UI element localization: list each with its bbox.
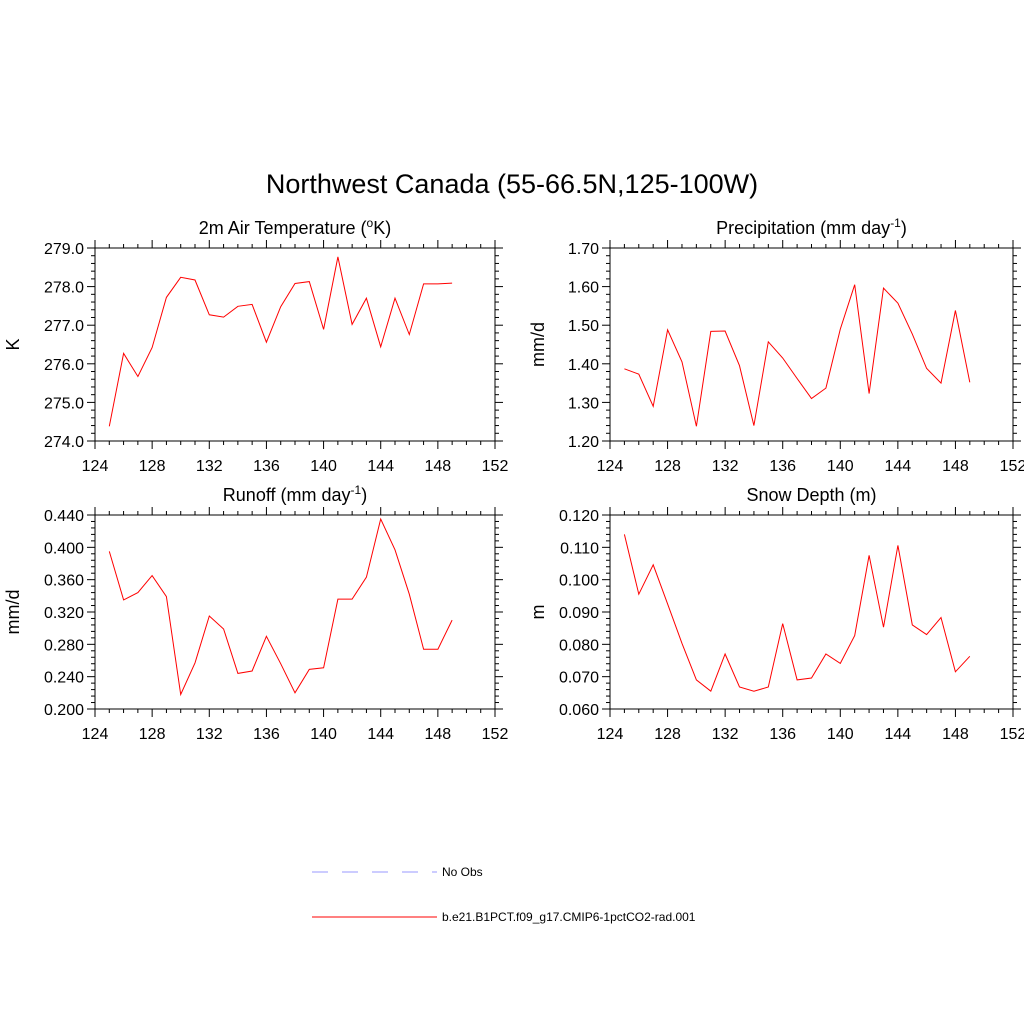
precipitation-x-tick-label: 144	[885, 458, 912, 475]
snow-depth-y-tick-label: 0.070	[559, 670, 599, 687]
precipitation-panel-title: Precipitation (mm day-1)	[716, 216, 907, 238]
legend-label-model: b.e21.B1PCT.f09_g17.CMIP6-1pctCO2-rad.00…	[442, 910, 696, 924]
snow-depth-x-tick-label: 128	[654, 726, 681, 743]
snow-depth-y-tick-label: 0.080	[559, 637, 599, 654]
precipitation-x-tick-label: 152	[1000, 458, 1024, 475]
temperature-x-tick-label: 140	[310, 458, 337, 475]
precipitation-y-tick-label: 1.30	[568, 395, 599, 412]
precipitation-y-tick-label: 1.70	[568, 241, 599, 258]
temperature-x-tick-label: 152	[482, 458, 509, 475]
temperature-y-tick-label: 278.0	[44, 280, 84, 297]
temperature-y-tick-label: 276.0	[44, 357, 84, 374]
snow-depth-y-tick-label: 0.110	[560, 540, 599, 557]
snow-depth-x-tick-label: 144	[885, 726, 912, 743]
runoff-x-tick-label: 148	[425, 726, 452, 743]
runoff-y-tick-label: 0.200	[44, 702, 84, 719]
runoff-y-tick-label: 0.280	[44, 637, 84, 654]
legend-label-no-obs: No Obs	[442, 865, 483, 879]
temperature-panel-title: 2m Air Temperature (oK)	[199, 216, 391, 238]
runoff-y-tick-label: 0.240	[44, 670, 84, 687]
panels-group: 2m Air Temperature (oK) 124 128 132 136 140 14…	[3, 216, 1024, 743]
runoff-x-tick-label: 140	[310, 726, 337, 743]
temperature-x-tick-label: 144	[367, 458, 394, 475]
runoff-x-tick-label: 144	[367, 726, 394, 743]
snow-depth-x-tick-label: 140	[827, 726, 854, 743]
runoff-series-line	[108, 517, 453, 697]
runoff-x-tick-label: 128	[139, 726, 166, 743]
runoff-y-axis-label: mm/d	[3, 590, 23, 635]
temperature-x-tick-label: 148	[425, 458, 452, 475]
snow-depth-x-tick-label: 152	[1000, 726, 1024, 743]
snow-depth-y-tick-label: 0.100	[559, 573, 599, 590]
temperature-x-tick-label: 132	[196, 458, 223, 475]
temperature-y-axis-label: K	[3, 338, 23, 350]
snow-depth-panel-title: Snow Depth (m)	[746, 485, 876, 505]
precipitation-y-axis-label: mm/d	[528, 322, 548, 367]
snow-depth-y-axis-label: m	[528, 605, 548, 620]
snow-depth-x-tick-label: 136	[769, 726, 796, 743]
legend: No Obs b.e21.B1PCT.f09_g17.CMIP6-1pctCO2-…	[312, 865, 696, 924]
precipitation-y-tick-label: 1.20	[568, 434, 599, 451]
precipitation-y-tick-label: 1.60	[568, 280, 599, 297]
snow-depth-x-tick-label: 124	[597, 726, 624, 743]
panel-runoff: Runoff (mm day-1) 124 128 132 136 140 144 148 15…	[3, 483, 508, 743]
snow-depth-y-tick-label: 0.090	[559, 605, 599, 622]
runoff-y-tick-label: 0.360	[44, 573, 84, 590]
panel-temperature: 2m Air Temperature (oK) 124 128 132 136 140 14…	[3, 216, 508, 475]
runoff-x-tick-label: 132	[196, 726, 223, 743]
snow-depth-y-tick-label: 0.120	[559, 508, 599, 525]
precipitation-x-tick-label: 128	[654, 458, 681, 475]
runoff-y-tick-label: 0.320	[44, 605, 84, 622]
snow-depth-series-line	[623, 534, 971, 693]
precipitation-x-tick-label: 148	[942, 458, 969, 475]
precipitation-x-tick-label: 136	[769, 458, 796, 475]
runoff-x-tick-label: 124	[82, 726, 109, 743]
snow-depth-y-tick-label: 0.060	[559, 702, 599, 719]
precipitation-x-tick-label: 140	[827, 458, 854, 475]
main-title: Northwest Canada (55-66.5N,125-100W)	[266, 169, 758, 199]
panel-precipitation: Precipitation (mm day-1) 124 128 132 136 140 1…	[528, 216, 1024, 475]
precipitation-x-tick-label: 124	[597, 458, 624, 475]
runoff-y-tick-label: 0.440	[44, 508, 84, 525]
precipitation-y-tick-label: 1.50	[568, 318, 599, 335]
temperature-x-tick-label: 136	[253, 458, 280, 475]
temperature-y-tick-label: 277.0	[44, 318, 84, 335]
panel-snow-depth: Snow Depth (m) 124 128 132 136 140 144 148 152 0.…	[528, 485, 1024, 743]
runoff-panel-title: Runoff (mm day-1)	[223, 483, 367, 505]
temperature-x-tick-label: 124	[82, 458, 109, 475]
temperature-y-tick-label: 275.0	[44, 395, 84, 412]
runoff-y-tick-label: 0.400	[44, 540, 84, 557]
runoff-x-tick-label: 136	[253, 726, 280, 743]
snow-depth-x-tick-label: 148	[942, 726, 969, 743]
precipitation-series-line	[624, 284, 971, 427]
temperature-y-tick-label: 274.0	[44, 434, 84, 451]
precipitation-x-tick-label: 132	[712, 458, 739, 475]
temperature-x-tick-label: 128	[139, 458, 166, 475]
temperature-y-tick-label: 279.0	[44, 241, 84, 258]
runoff-x-tick-label: 152	[482, 726, 509, 743]
temperature-series-line	[108, 256, 453, 427]
snow-depth-x-tick-label: 132	[712, 726, 739, 743]
precipitation-y-tick-label: 1.40	[568, 357, 599, 374]
